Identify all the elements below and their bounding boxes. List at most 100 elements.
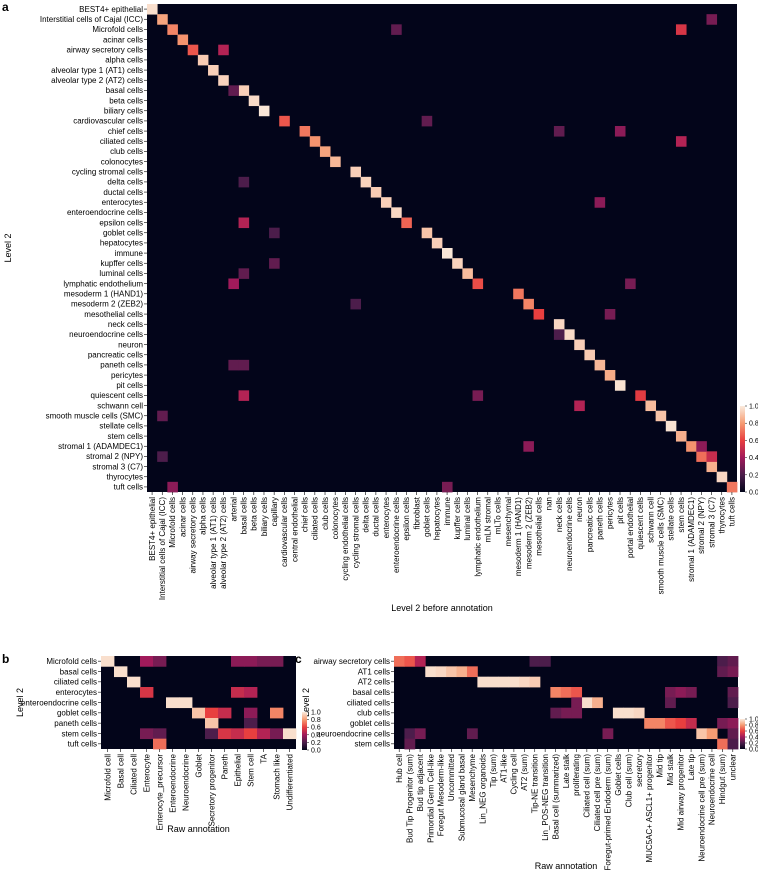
panel-b-cell [140, 656, 154, 667]
panel-a-cell [696, 441, 707, 452]
panel-a-col-label: lymphatic endothelium [473, 497, 482, 577]
panel-b-row-label: tuft cells [68, 740, 97, 749]
colorbar-c-tick-label: 0.4 [749, 735, 758, 742]
panel-c-row-label: basal cells [353, 688, 390, 697]
panel-b-col-label: Microfold cell [103, 754, 112, 801]
panel-b-row-label: stem cells [61, 729, 97, 738]
panel-a-cell [564, 329, 575, 340]
panel-b-ylabel: Level 2 [15, 688, 25, 717]
panel-b-row-label: goblet cells [57, 709, 97, 718]
panel-c-cell [539, 656, 551, 667]
colorbar-c-tick-label: 1.0 [749, 717, 758, 724]
panel-c-row-label: neuroendocrine cells [316, 729, 390, 738]
panel-b-cell [244, 728, 258, 740]
colorbar-c [740, 719, 745, 749]
panel-b-cell [166, 697, 180, 709]
panel-c-col-label: secretory [635, 754, 644, 787]
panel-a-cell [401, 217, 412, 229]
panel-c-col-label: Hindgut (sum) [718, 754, 727, 805]
panel-a-cell [594, 197, 606, 208]
panel-b-col-label: Enteroendocrine [168, 753, 177, 812]
panel-a-cell [421, 227, 433, 239]
panel-c-cell [508, 676, 520, 688]
panel-a-row-label: luminal cells [99, 269, 143, 278]
panel-a-row-label: kupffer cells [100, 259, 143, 268]
panel-a-row-label: neuroendocrine cells [69, 330, 143, 339]
panel-b-cell [140, 728, 154, 740]
panel-a-cell [716, 471, 728, 483]
panel-b-cell [283, 728, 297, 740]
panel-a-col-label: goblet cells [423, 497, 432, 537]
panel-a-col-label: biliary cells [260, 497, 269, 536]
panel-a-col-label: cardiovascular cells [280, 497, 289, 567]
panel-c-cell [466, 728, 478, 740]
panel-c-cell [685, 718, 697, 729]
colorbar-a-tick-label: 0.6 [749, 438, 758, 445]
colorbar-b-tick-label: 0.6 [311, 725, 321, 732]
colorbar-b [302, 712, 307, 750]
panel-a-col-label: club cells [321, 497, 330, 530]
panel-a-cell [442, 248, 453, 259]
panel-c-col-label: MUC5AC+ ASCL1+ progenitor [645, 754, 654, 863]
panel-c-cell [456, 666, 468, 678]
panel-b-row-label: Microfold cells [46, 657, 97, 666]
panel-b-col-label: Ciliated cell [129, 754, 138, 795]
panel-c-cell [602, 728, 614, 740]
panel-c-cell [560, 707, 572, 719]
panel-a-cell [553, 329, 565, 340]
panel-a-col-label: Interstitial cells of Cajal (ICC) [158, 497, 167, 600]
panel-c-cell [560, 687, 572, 698]
panel-c-cell [727, 656, 739, 667]
panel-a-cell [228, 85, 239, 96]
panel-a-col-label: ductal cells [372, 497, 381, 537]
panel-b-cell [205, 718, 219, 729]
panel-a-cell [218, 44, 229, 56]
panel-a-col-label: neuroendocrine cells [565, 497, 574, 571]
panel-c-cell [727, 718, 739, 729]
panel-b-cell [257, 656, 271, 667]
panel-b-cell [244, 656, 258, 667]
panel-a-cell [350, 298, 362, 310]
panel-c-row-label: AT2 cells [358, 678, 390, 687]
panel-a-cell [238, 217, 250, 229]
panel-a-cell [523, 298, 534, 310]
panel-a-cell [706, 451, 718, 462]
panel-b-col-label: Enterocyte [142, 753, 151, 792]
panel-c-cell [519, 676, 530, 688]
panel-a-cell [330, 156, 341, 168]
panel-a-row-label: ciliated cells [100, 137, 143, 146]
panel-a-cell [523, 441, 534, 452]
panel-a-col-label: airway secretory cells [189, 497, 198, 573]
panel-c-col-label: AT1-like [499, 753, 508, 782]
panel-a-cell [360, 176, 372, 188]
panel-a-col-label: kupffer cells [453, 497, 462, 540]
panel-c-cell [477, 676, 489, 688]
colorbar-a-tick-label: 1.0 [749, 404, 758, 411]
panel-c-row-label: stem cells [354, 740, 390, 749]
panel-a-cell [604, 309, 616, 320]
panel-a-col-label: epsilon cells [402, 497, 411, 541]
panel-a-cell [218, 75, 229, 86]
panel-a-cell [726, 481, 738, 493]
panel-b-row-label: enteroendocrine cells [21, 698, 97, 707]
panel-b-col-label: Paneth [220, 754, 229, 779]
panel-c-cell [394, 656, 405, 667]
panel-a-cell [574, 339, 585, 351]
panel-a-cell [309, 136, 321, 147]
panel-a-col-label: mesenchymal [504, 497, 513, 547]
panel-c-cell [717, 718, 728, 729]
panel-c-cell [550, 687, 562, 698]
panel-a-row-label: neuron [118, 340, 143, 349]
panel-c-cell [665, 697, 676, 709]
panel-b-cell [192, 707, 206, 719]
panel-a-cell [147, 4, 158, 15]
panel-a-cell [604, 370, 616, 381]
panel-a-col-label: stellate cells [667, 497, 676, 541]
panel-c-cell [550, 707, 562, 719]
panel-a-cell [513, 288, 524, 300]
panel-a-cell [157, 451, 168, 462]
panel-a-row-label: enteroendocrine cells [67, 208, 143, 217]
panel-c-col-label: Ciliated cell (sum) [583, 754, 592, 818]
panel-a-row-label: alveolar type 1 (AT1) cells [51, 66, 143, 75]
